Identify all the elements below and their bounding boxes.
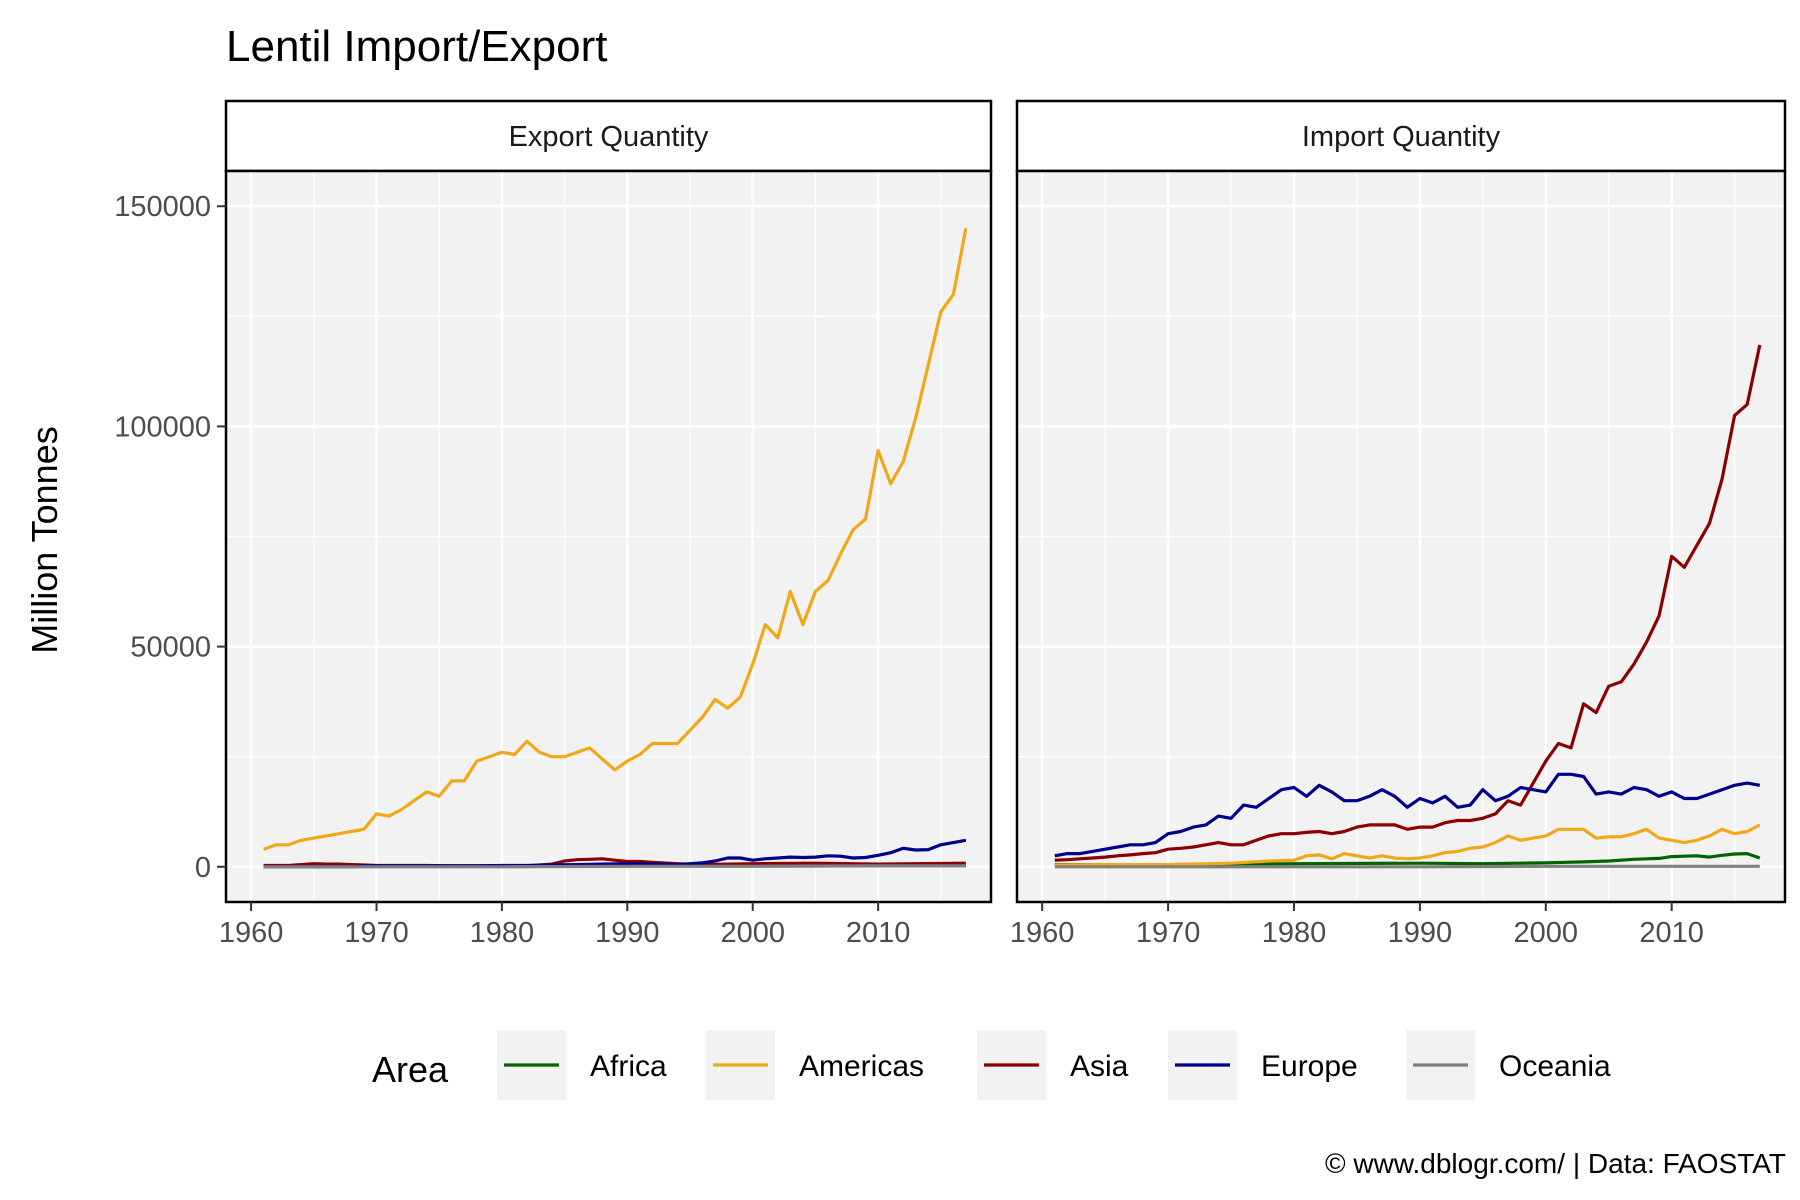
x-tick-label: 1960 xyxy=(219,917,284,949)
series-line-asia xyxy=(1054,344,1762,862)
legend-label: Europe xyxy=(1261,1050,1358,1083)
legend-item-europe: Europe xyxy=(1168,1030,1358,1100)
y-axis-title: Million Tonnes xyxy=(24,426,65,653)
legend-label: Oceania xyxy=(1499,1050,1611,1083)
legend-label: Americas xyxy=(799,1050,924,1083)
series-line-oceania xyxy=(263,864,966,869)
panel-border xyxy=(1015,169,1787,904)
facet-strip-label: Export Quantity xyxy=(509,121,709,153)
x-tick-label: 1960 xyxy=(1010,917,1075,949)
series-line-americas xyxy=(263,227,968,851)
legend-item-africa: Africa xyxy=(497,1030,667,1100)
series-line-africa xyxy=(1054,851,1761,867)
y-tick-label: 150000 xyxy=(114,191,211,223)
panel-border xyxy=(224,169,993,904)
facet-panels: Export Quantity 1960 1970 1980 1990 2000 2010 0… xyxy=(114,99,1787,949)
x-tick-label: 2000 xyxy=(1514,917,1579,949)
facet-strip xyxy=(224,99,993,173)
x-tick-label: 2000 xyxy=(720,917,785,949)
series-line-oceania xyxy=(1054,864,1760,869)
legend-item-asia: Asia xyxy=(977,1030,1129,1100)
x-tick-label: 1970 xyxy=(344,917,409,949)
facet-strip-label: Import Quantity xyxy=(1302,121,1501,153)
legend-item-oceania: Oceania xyxy=(1406,1030,1611,1100)
legend-title: Area xyxy=(372,1049,449,1090)
legend-item-americas: Americas xyxy=(706,1030,924,1100)
legend: Area Africa Americas Asia Europe Oceania xyxy=(372,1030,1611,1100)
x-tick-label: 1980 xyxy=(470,917,535,949)
x-tick-label: 2010 xyxy=(1639,917,1704,949)
x-tick-label: 1980 xyxy=(1262,917,1327,949)
y-tick-label: 100000 xyxy=(114,411,211,443)
x-tick-label: 1990 xyxy=(1388,917,1453,949)
legend-label: Africa xyxy=(590,1050,667,1083)
series-line-americas xyxy=(1054,823,1761,867)
series-line-europe xyxy=(1054,772,1761,858)
y-tick-label: 0 xyxy=(195,852,211,884)
facet-panel-1: Export Quantity 1960 1970 1980 1990 2000 2010 0… xyxy=(114,99,993,949)
x-tick-label: 1970 xyxy=(1136,917,1201,949)
y-tick-label: 50000 xyxy=(130,632,211,664)
x-tick-label: 2010 xyxy=(846,917,911,949)
caption: © www.dblogr.com/ | Data: FAOSTAT xyxy=(1325,1148,1786,1179)
x-tick-label: 1990 xyxy=(595,917,660,949)
legend-label: Asia xyxy=(1070,1050,1129,1083)
facet-panel-2: Import Quantity 1960 1970 1980 1990 2000 2010 xyxy=(1010,99,1787,949)
chart-title: Lentil Import/Export xyxy=(226,22,608,71)
